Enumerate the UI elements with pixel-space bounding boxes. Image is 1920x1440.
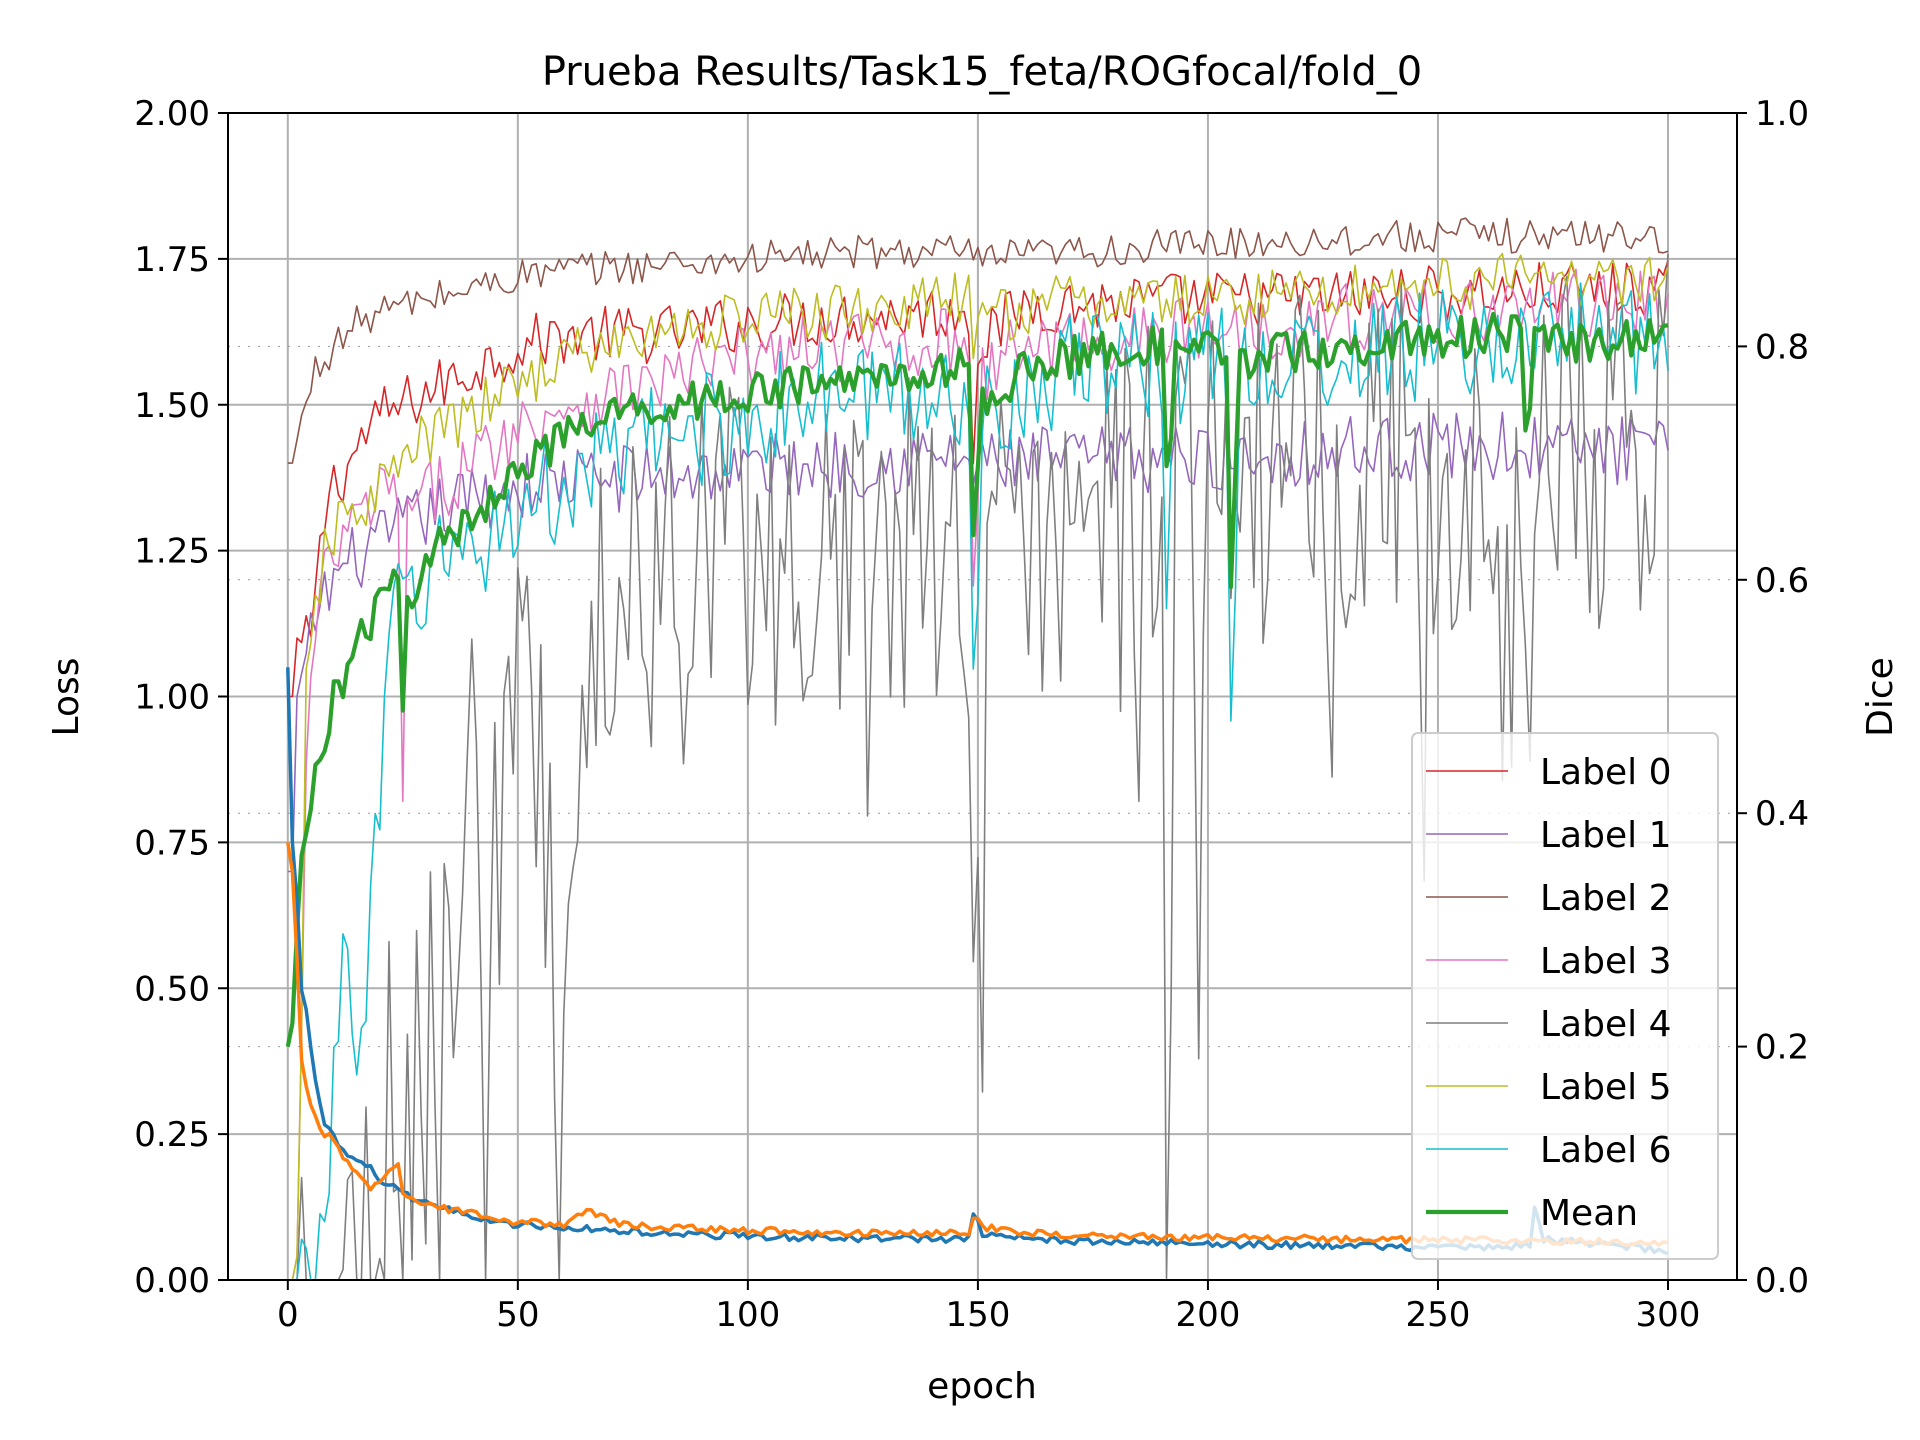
x-tick-label: 100 <box>715 1295 780 1335</box>
legend-label: Label 0 <box>1540 752 1671 793</box>
left-y-tick-label: 1.50 <box>134 386 210 426</box>
left-y-axis-ticks: 0.00 0.25 0.50 0.75 1.00 1.25 1.50 1.75 2.00 <box>134 94 228 1301</box>
legend-label: Label 1 <box>1540 815 1671 856</box>
left-y-tick-label: 2.00 <box>134 94 210 134</box>
left-y-tick-label: 0.75 <box>134 823 210 863</box>
right-y-tick-label: 0.6 <box>1755 561 1809 601</box>
series-line-mean <box>285 311 1669 1048</box>
legend-label: Label 6 <box>1540 1130 1671 1171</box>
right-axis-dotted-grid <box>228 345 1737 1048</box>
legend-label: Label 5 <box>1540 1067 1671 1108</box>
x-tick-label: 0 <box>277 1295 299 1335</box>
x-axis-label: epoch <box>927 1366 1037 1407</box>
series-line-label-4 <box>287 254 1669 1281</box>
legend-items: Label 0 Label 1 Label 2 Label 3 Label 4 Label… <box>1426 752 1671 1234</box>
left-y-tick-label: 0.25 <box>134 1115 210 1155</box>
right-y-tick-label: 0.8 <box>1755 327 1809 367</box>
left-y-tick-label: 1.75 <box>134 240 210 280</box>
series-line-label-0 <box>287 259 1669 698</box>
legend-label: Label 2 <box>1540 878 1671 919</box>
left-y-tick-label: 0.00 <box>134 1261 210 1301</box>
legend: Label 0 Label 1 Label 2 Label 3 Label 4 Label… <box>1411 732 1719 1260</box>
right-y-axis-label: Dice <box>1860 657 1901 737</box>
x-tick-label: 200 <box>1175 1295 1240 1335</box>
x-tick-label: 250 <box>1406 1295 1471 1335</box>
left-y-tick-label: 0.50 <box>134 969 210 1009</box>
left-y-tick-label: 1.00 <box>134 678 210 718</box>
legend-label: Mean <box>1540 1193 1638 1234</box>
right-y-tick-label: 1.0 <box>1755 94 1809 134</box>
right-y-tick-label: 0.4 <box>1755 794 1809 834</box>
series-line-label-5 <box>287 252 1669 1281</box>
chart-title: Prueba Results/Task15_feta/ROGfocal/fold… <box>542 49 1422 95</box>
x-tick-label: 300 <box>1636 1295 1701 1335</box>
series-line-label-2 <box>287 217 1669 464</box>
left-y-axis-label: Loss <box>46 658 87 737</box>
x-tick-label: 50 <box>496 1295 539 1335</box>
x-tick-label: 150 <box>945 1295 1010 1335</box>
left-y-tick-label: 1.25 <box>134 532 210 572</box>
right-y-tick-label: 0.0 <box>1755 1261 1809 1301</box>
legend-label: Label 3 <box>1540 941 1671 982</box>
x-axis-ticks: 0 50 100 150 200 250 300 <box>277 1280 1700 1335</box>
legend-label: Label 4 <box>1540 1004 1671 1045</box>
legend-box <box>1411 732 1719 1260</box>
right-y-axis-ticks: 0.0 0.2 0.4 0.6 0.8 1.0 <box>1737 94 1809 1301</box>
right-y-tick-label: 0.2 <box>1755 1028 1809 1068</box>
